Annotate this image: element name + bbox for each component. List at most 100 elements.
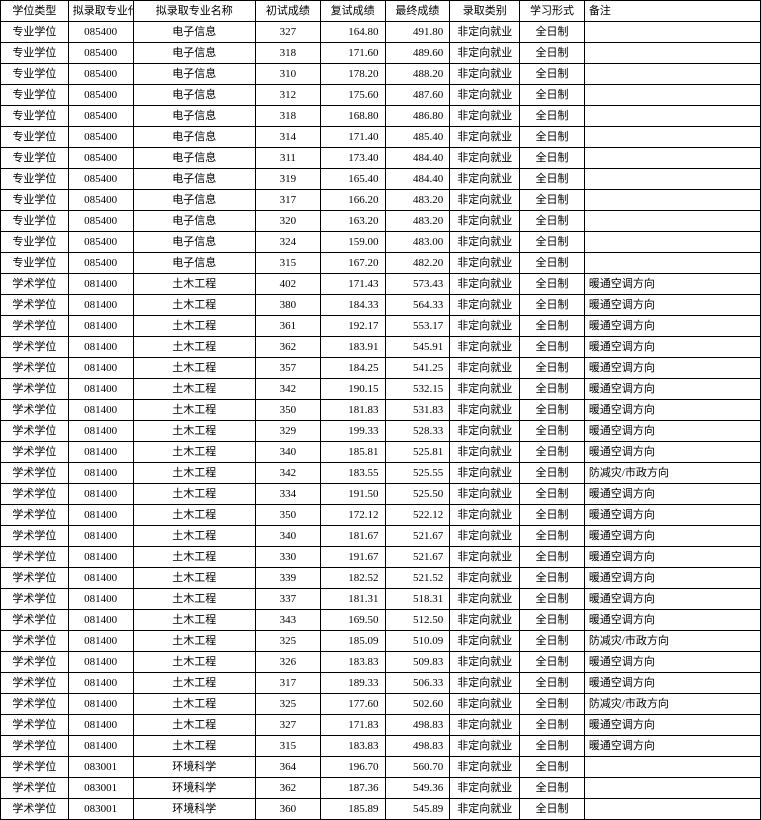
table-row: 学术学位081400土木工程334191.50525.50非定向就业全日制暖通空…	[1, 484, 761, 505]
table-cell: 暖通空调方向	[584, 358, 760, 379]
table-cell: 360	[256, 799, 321, 820]
table-cell: 498.83	[385, 736, 450, 757]
table-row: 学术学位081400土木工程380184.33564.33非定向就业全日制暖通空…	[1, 295, 761, 316]
table-cell: 全日制	[520, 421, 585, 442]
table-cell: 非定向就业	[450, 631, 520, 652]
table-row: 专业学位085400电子信息319165.40484.40非定向就业全日制	[1, 169, 761, 190]
table-cell: 340	[256, 442, 321, 463]
table-cell: 191.50	[320, 484, 385, 505]
table-cell: 土木工程	[133, 589, 255, 610]
table-cell: 非定向就业	[450, 589, 520, 610]
table-cell: 全日制	[520, 43, 585, 64]
table-cell: 学术学位	[1, 631, 69, 652]
table-cell: 159.00	[320, 232, 385, 253]
table-cell: 168.80	[320, 106, 385, 127]
table-row: 学术学位081400土木工程325177.60502.60非定向就业全日制防减灾…	[1, 694, 761, 715]
table-row: 学术学位081400土木工程315183.83498.83非定向就业全日制暖通空…	[1, 736, 761, 757]
table-cell: 全日制	[520, 673, 585, 694]
table-cell: 171.60	[320, 43, 385, 64]
table-cell: 085400	[68, 22, 133, 43]
table-cell: 340	[256, 526, 321, 547]
table-cell: 083001	[68, 799, 133, 820]
table-cell: 085400	[68, 190, 133, 211]
table-cell: 184.25	[320, 358, 385, 379]
table-cell: 311	[256, 148, 321, 169]
table-cell: 非定向就业	[450, 505, 520, 526]
table-cell: 342	[256, 379, 321, 400]
table-cell: 545.89	[385, 799, 450, 820]
table-cell: 非定向就业	[450, 190, 520, 211]
table-cell: 525.50	[385, 484, 450, 505]
table-cell: 学术学位	[1, 295, 69, 316]
table-cell: 541.25	[385, 358, 450, 379]
table-cell: 暖通空调方向	[584, 736, 760, 757]
table-cell: 342	[256, 463, 321, 484]
table-cell: 非定向就业	[450, 715, 520, 736]
table-cell: 315	[256, 253, 321, 274]
table-cell: 512.50	[385, 610, 450, 631]
table-cell: 312	[256, 85, 321, 106]
table-cell: 非定向就业	[450, 274, 520, 295]
table-cell: 土木工程	[133, 295, 255, 316]
table-cell: 全日制	[520, 232, 585, 253]
table-cell: 学术学位	[1, 463, 69, 484]
table-cell: 171.43	[320, 274, 385, 295]
table-cell: 173.40	[320, 148, 385, 169]
table-cell: 全日制	[520, 106, 585, 127]
table-cell: 081400	[68, 526, 133, 547]
table-cell: 暖通空调方向	[584, 484, 760, 505]
table-cell: 学术学位	[1, 694, 69, 715]
table-cell: 171.40	[320, 127, 385, 148]
table-cell: 491.80	[385, 22, 450, 43]
table-row: 学术学位081400土木工程317189.33506.33非定向就业全日制暖通空…	[1, 673, 761, 694]
table-cell: 081400	[68, 631, 133, 652]
table-cell	[584, 253, 760, 274]
table-cell: 全日制	[520, 148, 585, 169]
table-row: 专业学位085400电子信息310178.20488.20非定向就业全日制	[1, 64, 761, 85]
table-row: 学术学位081400土木工程362183.91545.91非定向就业全日制暖通空…	[1, 337, 761, 358]
table-cell: 085400	[68, 85, 133, 106]
table-cell: 防减灾/市政方向	[584, 694, 760, 715]
table-cell: 电子信息	[133, 127, 255, 148]
table-cell: 191.67	[320, 547, 385, 568]
table-cell: 非定向就业	[450, 757, 520, 778]
table-cell	[584, 64, 760, 85]
table-cell: 528.33	[385, 421, 450, 442]
table-cell: 337	[256, 589, 321, 610]
table-row: 学术学位081400土木工程329199.33528.33非定向就业全日制暖通空…	[1, 421, 761, 442]
table-cell: 非定向就业	[450, 148, 520, 169]
table-row: 专业学位085400电子信息315167.20482.20非定向就业全日制	[1, 253, 761, 274]
table-cell: 362	[256, 337, 321, 358]
table-cell: 暖通空调方向	[584, 505, 760, 526]
table-cell: 防减灾/市政方向	[584, 463, 760, 484]
table-cell: 085400	[68, 253, 133, 274]
table-cell: 非定向就业	[450, 232, 520, 253]
table-body: 专业学位085400电子信息327164.80491.80非定向就业全日制专业学…	[1, 22, 761, 820]
table-cell: 土木工程	[133, 358, 255, 379]
table-cell: 暖通空调方向	[584, 568, 760, 589]
table-cell: 全日制	[520, 526, 585, 547]
table-cell: 190.15	[320, 379, 385, 400]
table-cell: 521.67	[385, 547, 450, 568]
table-cell: 181.83	[320, 400, 385, 421]
table-cell: 学术学位	[1, 484, 69, 505]
table-cell: 土木工程	[133, 274, 255, 295]
table-cell: 350	[256, 505, 321, 526]
table-cell: 非定向就业	[450, 463, 520, 484]
table-cell: 171.83	[320, 715, 385, 736]
table-cell: 学术学位	[1, 652, 69, 673]
table-cell: 专业学位	[1, 127, 69, 148]
table-cell: 非定向就业	[450, 211, 520, 232]
table-row: 专业学位085400电子信息318171.60489.60非定向就业全日制	[1, 43, 761, 64]
table-row: 学术学位081400土木工程361192.17553.17非定向就业全日制暖通空…	[1, 316, 761, 337]
table-cell: 全日制	[520, 400, 585, 421]
table-cell: 189.33	[320, 673, 385, 694]
table-cell: 专业学位	[1, 253, 69, 274]
table-cell: 164.80	[320, 22, 385, 43]
table-cell: 土木工程	[133, 652, 255, 673]
table-cell: 502.60	[385, 694, 450, 715]
table-cell: 081400	[68, 379, 133, 400]
table-cell: 电子信息	[133, 232, 255, 253]
table-cell: 非定向就业	[450, 379, 520, 400]
table-cell: 电子信息	[133, 253, 255, 274]
